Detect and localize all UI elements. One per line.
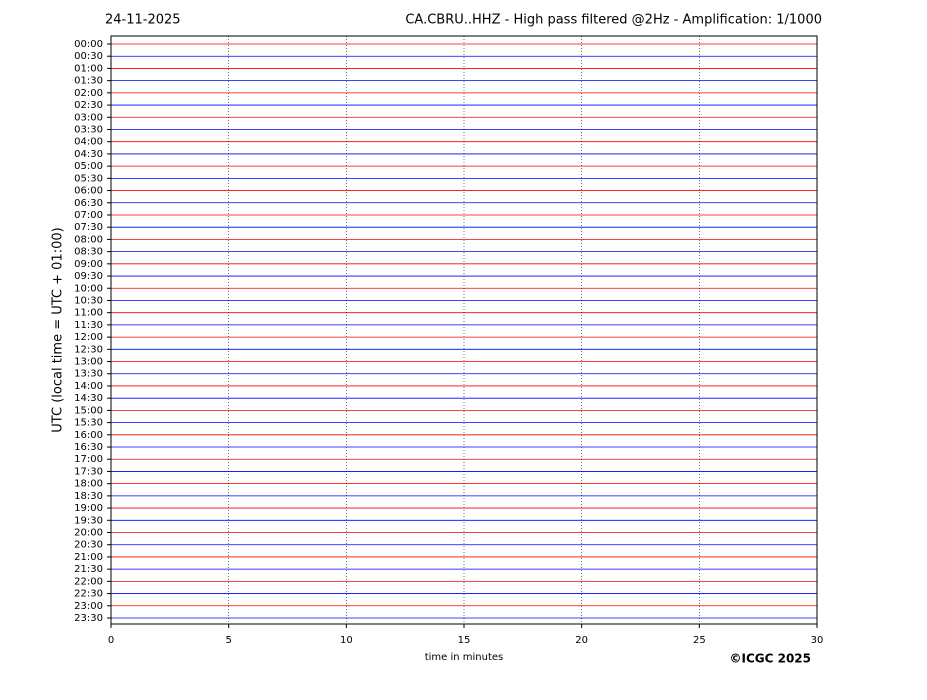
y-tick-label: 21:00 [74,552,103,563]
y-tick-label: 03:00 [74,112,103,123]
y-tick-label: 18:30 [74,491,103,502]
y-tick-label: 19:30 [74,515,103,526]
date: 24-11-2025 [105,13,181,28]
y-tick-label: 20:30 [74,540,103,551]
y-tick-label: 15:30 [74,418,103,429]
y-tick-label: 06:30 [74,198,103,209]
y-tick-label: 22:00 [74,576,103,587]
y-tick-label: 10:30 [74,295,103,306]
y-tick-label: 07:30 [74,222,103,233]
y-tick-label: 06:00 [74,186,103,197]
x-tick-label: 10 [340,635,353,646]
y-tick-label: 01:30 [74,76,103,87]
y-tick-label: 17:30 [74,466,103,477]
y-tick-label: 11:00 [74,308,103,319]
plot-area [110,36,818,624]
x-axis-label: time in minutes [425,652,504,663]
y-tick-label: 23:00 [74,601,103,612]
chart-title: CA.CBRU..HHZ - High pass filtered @2Hz -… [405,13,822,28]
y-tick-label: 08:30 [74,247,103,258]
y-tick-label: 23:30 [74,613,103,624]
y-tick-label: 16:30 [74,442,103,453]
y-tick-label: 04:00 [74,137,103,148]
y-tick-label: 02:30 [74,100,103,111]
y-tick-label: 03:30 [74,124,103,135]
x-tick-label: 25 [693,635,706,646]
x-tick-label: 20 [575,635,588,646]
y-tick-label: 09:30 [74,271,103,282]
y-tick-label: 13:30 [74,369,103,380]
y-tick-label: 17:00 [74,454,103,465]
y-tick-label: 21:30 [74,564,103,575]
y-tick-label: 11:30 [74,320,103,331]
y-tick-label: 19:00 [74,503,103,514]
y-tick-label: 13:00 [74,357,103,368]
y-axis-label: UTC (local time = UTC + 01:00) [51,227,66,432]
y-tick-label: 18:00 [74,479,103,490]
y-tick-label: 12:30 [74,344,103,355]
y-tick-label: 22:30 [74,589,103,600]
x-tick-label: 15 [458,635,471,646]
y-tick-label: 12:00 [74,332,103,343]
x-tick-label: 30 [811,635,824,646]
y-tick-label: 02:00 [74,88,103,99]
copyright: ©ICGC 2025 [729,652,811,666]
y-tick-label: 09:00 [74,259,103,270]
y-tick-label: 14:30 [74,393,103,404]
y-tick-label: 05:30 [74,173,103,184]
y-tick-label: 14:00 [74,381,103,392]
y-tick-label: 05:00 [74,161,103,172]
y-tick-label: 00:00 [74,39,103,50]
y-tick-label: 04:30 [74,149,103,160]
y-tick-label: 07:00 [74,210,103,221]
y-tick-label: 16:00 [74,430,103,441]
y-tick-label: 20:00 [74,528,103,539]
y-tick-label: 08:00 [74,234,103,245]
y-tick-label: 10:00 [74,283,103,294]
x-tick-label: 5 [225,635,231,646]
y-tick-label: 01:00 [74,63,103,74]
y-tick-label: 00:30 [74,51,103,62]
x-tick-label: 0 [108,635,114,646]
y-tick-label: 15:00 [74,405,103,416]
